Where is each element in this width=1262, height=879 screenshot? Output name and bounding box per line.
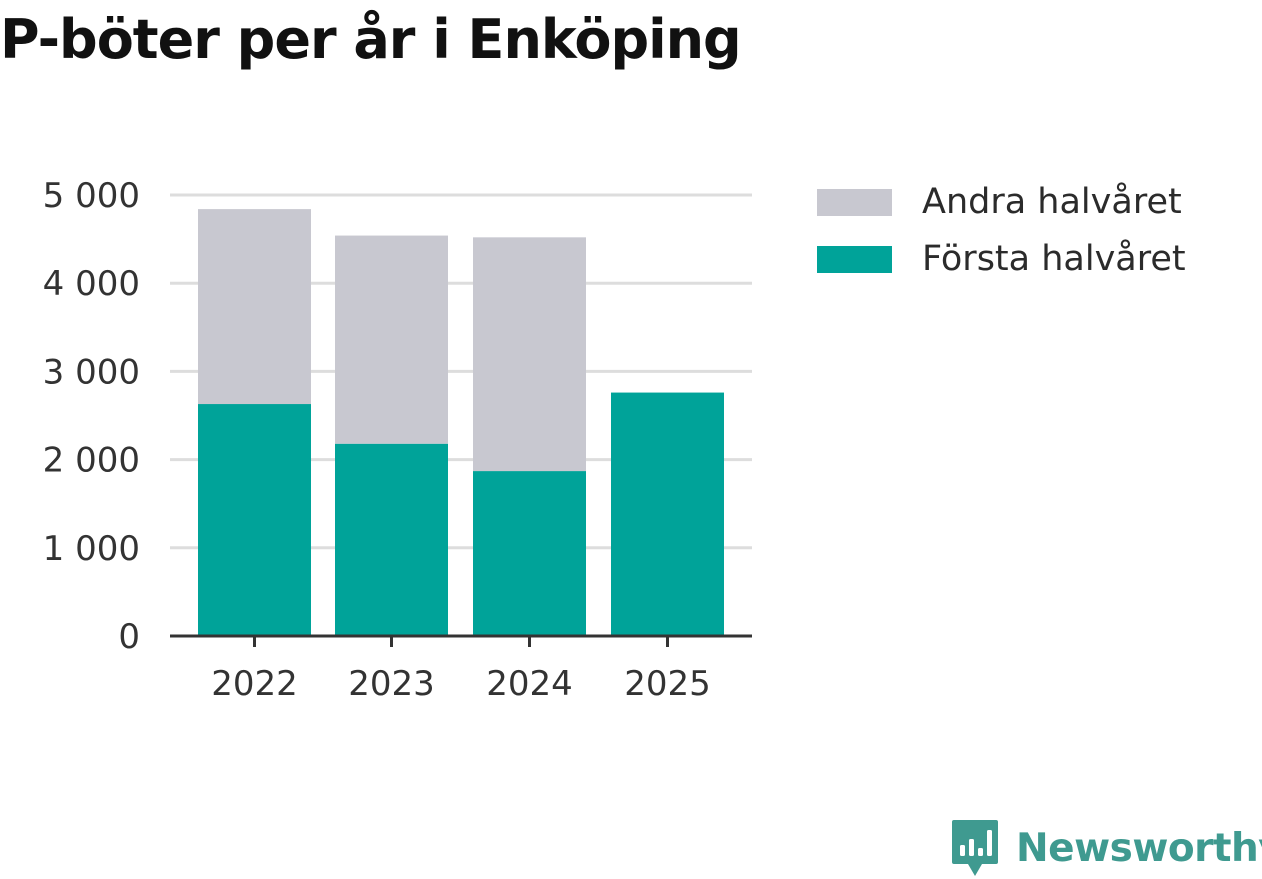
y-axis-ticks: 0 1 000 2 000 3 000 4 000 5 000 [43,176,140,657]
y-tick-label: 3 000 [43,352,140,392]
y-tick-label: 0 [118,617,140,657]
legend-label-forsta: Första halvåret [922,239,1186,279]
x-tick-label: 2025 [624,664,711,704]
bar-2022-andra[interactable] [198,209,311,405]
bar-2025-forsta[interactable] [611,392,724,636]
newsworthy-logo-icon [952,820,998,876]
bar-2023-forsta[interactable] [335,443,448,636]
y-tick-label: 1 000 [43,529,140,569]
brand-logo[interactable]: Newsworthy [950,818,1262,878]
x-tick-label: 2022 [211,664,298,704]
x-tick-label: 2024 [486,664,573,704]
bars [198,209,724,636]
x-tick-label: 2023 [348,664,435,704]
chart-title: P-böter per år i Enköping [0,8,742,71]
y-tick-label: 4 000 [43,264,140,304]
legend-label-andra: Andra halvåret [922,182,1182,222]
y-tick-label: 5 000 [43,176,140,216]
bar-2024-andra[interactable] [473,237,586,472]
bar-2022-forsta[interactable] [198,404,311,636]
bar-2023-andra[interactable] [335,235,448,444]
bar-2024-forsta[interactable] [473,471,586,636]
brand-name: Newsworthy [1016,825,1262,871]
y-tick-label: 2 000 [43,441,140,481]
legend-swatch-forsta [817,246,892,273]
legend-swatch-andra [817,189,892,216]
x-axis-ticks: 2022 2023 2024 2025 [211,636,711,704]
